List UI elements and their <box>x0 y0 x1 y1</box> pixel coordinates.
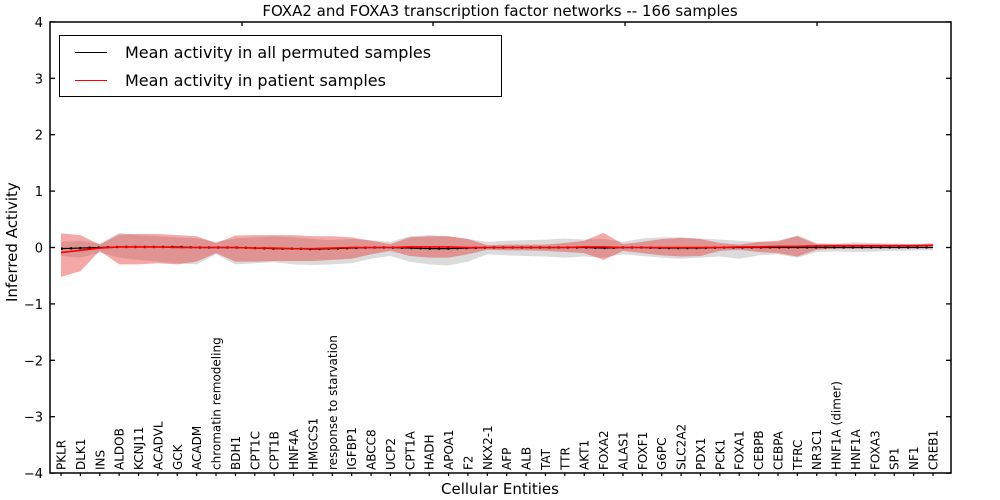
y-tick-label: 3 <box>35 72 43 87</box>
x-tick-label: G6PC <box>655 437 669 470</box>
x-tick-label: APOA1 <box>442 429 456 470</box>
x-tick-label: KCNJ11 <box>132 427 146 470</box>
x-tick-label: NR3C1 <box>810 429 824 470</box>
x-tick-label: FOXA1 <box>733 430 747 470</box>
y-tick-label: −3 <box>24 411 43 426</box>
x-tick-label: FOXA2 <box>597 430 611 470</box>
y-tick-label: −4 <box>24 467 43 482</box>
x-tick-label: SP1 <box>888 448 902 471</box>
x-axis-label: Cellular Entities <box>441 480 559 498</box>
y-tick-label: 2 <box>35 129 43 144</box>
red-line-sample-icon <box>75 79 107 81</box>
x-tick-label: GCK <box>171 443 185 470</box>
x-tick-label: CPT1A <box>403 430 417 470</box>
x-tick-label: CEBPA <box>771 430 785 470</box>
x-tick-label: HNF4A <box>287 428 301 470</box>
x-tick-label: IGFBP1 <box>345 427 359 470</box>
x-tick-label: INS <box>93 450 107 470</box>
patient-band <box>61 232 933 277</box>
x-tick-label: DLK1 <box>74 439 88 470</box>
patient-mean-line <box>60 244 934 254</box>
y-axis-label: Inferred Activity <box>3 182 21 303</box>
x-tick-label: F2 <box>461 455 475 470</box>
black-line-sample-icon <box>75 51 107 53</box>
permuted-band <box>61 232 933 266</box>
x-tick-label: PCK1 <box>713 439 727 470</box>
x-tick-label: UCP2 <box>384 438 398 470</box>
x-tick-label: PDX1 <box>694 438 708 470</box>
x-tick-label: TAT <box>539 448 553 471</box>
x-tick-label: AKT1 <box>578 440 592 470</box>
x-tick-label: HNF1A <box>849 428 863 470</box>
legend-item-permuted: Mean activity in all permuted samples <box>60 39 501 65</box>
x-tick-label: ACADVL <box>151 421 165 470</box>
x-tick-label: chromatin remodeling <box>210 337 224 470</box>
x-tick-label: HNF1A (dimer) <box>830 381 844 470</box>
x-tick-label: ALAS1 <box>616 431 630 470</box>
legend-label-patient: Mean activity in patient samples <box>125 70 386 90</box>
x-tick-label: TTR <box>558 447 572 471</box>
x-tick-label: HMGCS1 <box>306 418 320 470</box>
y-tick-label: 1 <box>35 185 43 200</box>
x-tick-label: AFP <box>500 448 514 470</box>
y-tick-label: −2 <box>24 354 43 369</box>
y-tick-label: 0 <box>35 242 43 257</box>
x-tick-label: BDH1 <box>229 436 243 470</box>
legend-item-patient: Mean activity in patient samples <box>60 67 501 93</box>
permuted-dotted-markers <box>60 245 933 251</box>
x-tick-label: CPT1B <box>268 431 282 470</box>
x-tick-label: FOXA3 <box>868 430 882 470</box>
x-tick-label: ACADM <box>190 426 204 470</box>
x-tick-label: TFRC <box>791 440 805 471</box>
x-tick-label: ALDOB <box>113 428 127 470</box>
x-tick-label: FOXF1 <box>636 432 650 470</box>
legend: Mean activity in all permuted samples Me… <box>59 35 502 97</box>
x-tick-label: PKLR <box>55 440 69 470</box>
x-tick-label: CPT1C <box>248 431 262 470</box>
y-tick-label: −1 <box>24 298 43 313</box>
x-tick-label: HADH <box>423 435 437 471</box>
x-tick-label: CREB1 <box>927 430 941 470</box>
x-tick-label: ALB <box>520 447 534 470</box>
x-tick-label: response to starvation <box>326 335 340 470</box>
y-tick-label: 4 <box>35 16 43 31</box>
x-tick-label: NF1 <box>907 446 921 470</box>
chart-title: FOXA2 and FOXA3 transcription factor net… <box>262 2 738 20</box>
x-tick-label: NKX2-1 <box>481 425 495 470</box>
legend-label-permuted: Mean activity in all permuted samples <box>125 42 432 62</box>
x-tick-label: SLC2A2 <box>675 424 689 470</box>
x-tick-label: CEBPB <box>752 430 766 470</box>
x-tick-label: ABCC8 <box>365 429 379 470</box>
